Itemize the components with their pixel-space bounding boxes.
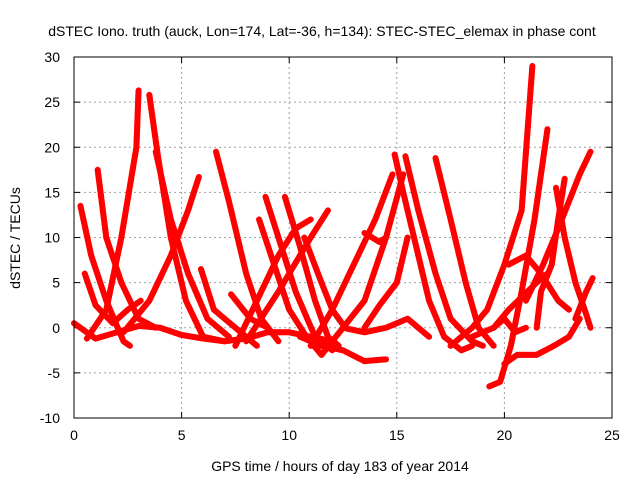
y-tick-label: 25 [44, 94, 60, 110]
y-tick-label: 30 [44, 49, 60, 65]
series-arc33-markers [572, 277, 595, 322]
series-arc15-markers [243, 209, 330, 345]
data-series [71, 63, 596, 390]
x-tick-label: 5 [178, 427, 186, 443]
series-arc23-line [432, 155, 497, 349]
y-tick-label: 5 [52, 275, 60, 291]
y-tick-label: 10 [44, 230, 60, 246]
x-tick-label: 15 [389, 427, 405, 443]
x-axis-label: GPS time / hours of day 183 of year 2014 [211, 458, 469, 474]
axis-ticks: 0 5 10 15 20 25 -10 -5 0 5 10 15 20 25 30 [40, 49, 620, 443]
chart-title: dSTEC Iono. truth (auck, Lon=174, Lat=-3… [48, 23, 596, 39]
series-arc27-markers [447, 65, 536, 349]
series-arc23-markers [432, 155, 495, 347]
plot-frame [73, 56, 613, 419]
series-arc36-markers [469, 315, 527, 340]
y-tick-label: -5 [48, 365, 61, 381]
y-tick-label: 0 [52, 320, 60, 336]
series-arc28-markers [486, 128, 551, 390]
series-arc29-markers [501, 318, 582, 367]
x-tick-label: 25 [604, 427, 620, 443]
series-arc9-markers [81, 270, 142, 327]
series-arc26-markers [361, 236, 410, 331]
series-arc24-markers [361, 230, 387, 245]
series-arc25-markers [340, 315, 431, 339]
y-tick-label: -10 [40, 410, 60, 426]
x-tick-label: 0 [70, 427, 78, 443]
y-tick-label: 20 [44, 139, 60, 155]
series-arc4-markers [94, 166, 157, 330]
series-arc16-markers [228, 291, 269, 330]
x-tick-label: 10 [281, 427, 297, 443]
x-tick-label: 20 [497, 427, 513, 443]
series-arc21-markers [391, 151, 473, 354]
y-axis-label: dSTEC / TECUs [7, 187, 23, 289]
y-tick-label: 15 [44, 184, 60, 200]
